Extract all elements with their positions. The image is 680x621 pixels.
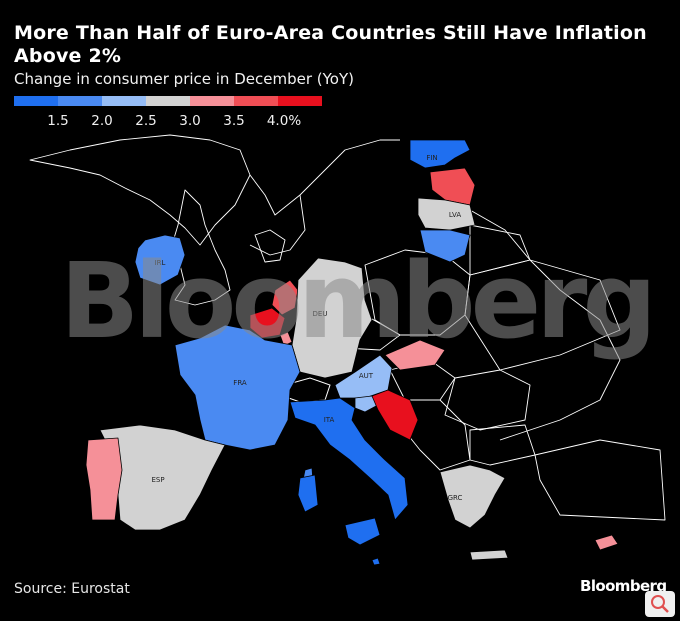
sweden-east (249, 194, 306, 256)
label-deu: DEU (313, 310, 328, 318)
country-ireland (134, 234, 186, 286)
scandinavia-coast (249, 139, 400, 216)
country-finland (409, 139, 471, 169)
legend-tick-3: 2.5 (135, 113, 157, 129)
non-euro-borders (29, 134, 666, 521)
country-luxembourg (279, 331, 293, 347)
legend-swatch-7 (278, 96, 322, 106)
country-germany (291, 257, 373, 379)
turkey-outline (534, 439, 666, 521)
legend-swatch-6 (234, 96, 278, 106)
country-slovenia (354, 395, 379, 413)
legend-tick-1: 1.5 (47, 113, 69, 129)
bulgaria-outline (469, 424, 536, 466)
country-malta (371, 557, 381, 566)
label-ita: ITA (324, 416, 335, 424)
legend-tick-6: 4.0% (266, 113, 302, 129)
legend-tick-4: 3.0 (179, 113, 201, 129)
romania-outline (444, 369, 531, 431)
source-note: Source: Eurostat (14, 581, 130, 597)
chart-title: More Than Half of Euro-Area Countries St… (14, 22, 647, 67)
chart-subtitle: Change in consumer price in December (Yo… (14, 70, 354, 88)
label-lva: LVA (449, 211, 461, 219)
label-fra: FRA (233, 379, 247, 387)
label-irl: IRL (155, 259, 166, 267)
country-greece-crete (469, 549, 509, 561)
country-lithuania (419, 229, 471, 263)
country-italy-sicily (344, 517, 381, 546)
norway-sweden-outline (29, 134, 251, 246)
poland-outline (364, 249, 471, 336)
europe-map: FIN LVA IRL DEU FRA AUT ITA ESP GRC (29, 134, 666, 566)
belarus-outline (469, 224, 531, 276)
country-italy (289, 397, 409, 521)
denmark-outline (254, 229, 286, 263)
country-latvia (417, 197, 476, 231)
country-italy-sardinia (297, 474, 319, 513)
legend-swatch-1 (14, 96, 58, 106)
country-austria (334, 354, 393, 399)
zoom-icon[interactable] (645, 591, 675, 617)
country-france (174, 324, 301, 451)
country-slovakia (384, 339, 446, 371)
legend-swatch-4 (146, 96, 190, 106)
bloomberg-logo: Bloomberg (580, 577, 667, 595)
euro-area-countries (85, 139, 619, 566)
magnifier-icon (651, 595, 669, 613)
country-spain (99, 424, 226, 531)
label-aut: AUT (359, 372, 374, 380)
country-cyprus (594, 534, 619, 551)
label-esp: ESP (151, 476, 164, 484)
eastern-border (469, 209, 621, 441)
country-netherlands (271, 279, 299, 316)
legend-tick-2: 2.0 (91, 113, 113, 129)
label-fin: FIN (426, 154, 437, 162)
country-croatia (371, 389, 419, 441)
legend-swatch-5 (190, 96, 234, 106)
ukraine-outline (464, 259, 621, 371)
country-portugal (85, 437, 123, 521)
label-grc: GRC (448, 494, 463, 502)
country-greece (439, 464, 506, 529)
country-labels: FIN LVA IRL DEU FRA AUT ITA ESP GRC (151, 154, 462, 502)
legend-tick-5: 3.5 (223, 113, 245, 129)
legend-swatch-3 (102, 96, 146, 106)
legend-swatch-2 (58, 96, 102, 106)
